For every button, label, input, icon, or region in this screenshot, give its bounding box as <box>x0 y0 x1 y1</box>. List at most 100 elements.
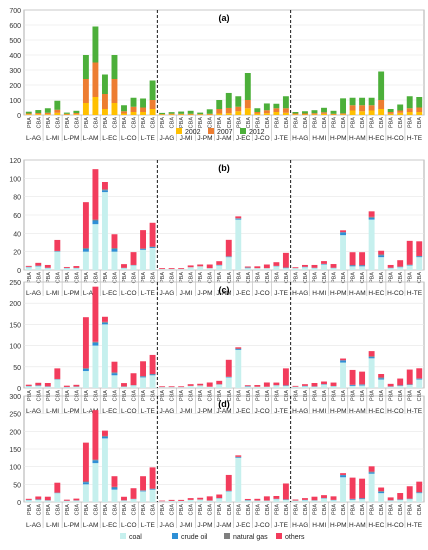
bar-segment <box>149 109 156 115</box>
bar-segment <box>349 499 356 500</box>
group-label: L-EC <box>102 408 117 415</box>
bar-segment <box>140 476 146 491</box>
bar-label: CBA <box>112 504 118 516</box>
bar-label: CBA <box>246 504 252 516</box>
legend-label: natural gas <box>233 534 268 541</box>
group-label: J-MI <box>180 290 193 297</box>
bar-segment <box>387 497 394 501</box>
bar-segment <box>111 489 118 502</box>
bar-segment <box>387 386 394 388</box>
bar-segment <box>178 387 185 388</box>
bar-segment <box>92 410 99 460</box>
y-tick-label: 0 <box>17 500 21 507</box>
bar-segment <box>235 457 242 502</box>
y-tick-label: 700 <box>9 8 21 15</box>
bar-label: CBA <box>379 272 385 284</box>
bar-label: CBA <box>112 117 118 129</box>
bar-label: PBA <box>27 390 33 401</box>
bar-label: PBA <box>370 272 376 283</box>
legend-label: coal <box>129 534 142 541</box>
bar-segment <box>149 375 156 388</box>
bar-label: CBA <box>132 390 138 402</box>
bar-label: PBA <box>84 504 90 515</box>
bar-segment <box>273 266 280 270</box>
bar-segment <box>82 103 89 115</box>
bar-label: PBA <box>370 390 376 401</box>
bar-segment <box>102 324 108 388</box>
bar-segment <box>197 497 204 500</box>
group-label: J-CO <box>255 522 270 529</box>
bar-segment <box>149 467 156 489</box>
bar-label: CBA <box>265 504 271 516</box>
bar-segment <box>197 383 204 386</box>
bar-segment <box>235 349 242 388</box>
bar-segment <box>406 385 413 388</box>
bar-segment <box>73 500 80 502</box>
bar-segment <box>349 97 356 106</box>
bar-segment <box>44 500 51 502</box>
bar-segment <box>311 110 318 114</box>
y-tick-label: 40 <box>13 231 21 238</box>
bar-segment <box>140 376 146 378</box>
bar-label: CBA <box>151 504 157 516</box>
bar-segment <box>178 269 185 270</box>
bar-segment <box>330 110 337 114</box>
bar-segment <box>302 384 308 386</box>
bar-label: PBA <box>27 272 33 283</box>
panel-title: (a) <box>219 13 230 23</box>
bar-segment <box>340 230 346 233</box>
bar-segment <box>368 472 375 474</box>
bar-label: CBA <box>189 117 195 129</box>
bar-segment <box>92 220 99 225</box>
bar-segment <box>35 262 42 266</box>
bar-label: PBA <box>236 117 242 128</box>
bar-label: CBA <box>189 504 195 516</box>
bar-segment <box>416 368 423 379</box>
bar-segment <box>349 477 356 499</box>
y-tick-label: 300 <box>9 68 21 75</box>
bar-segment <box>111 248 118 252</box>
bar-segment <box>102 190 108 193</box>
bar-segment <box>82 481 89 483</box>
group-label: J-AG <box>159 408 174 415</box>
bar-segment <box>254 268 261 270</box>
bar-label: CBA <box>265 117 271 129</box>
panel-title: (b) <box>218 163 230 173</box>
bar-segment <box>111 234 118 248</box>
group-label: J-CO <box>255 408 270 415</box>
bar-label: PBA <box>351 390 357 401</box>
group-label: L-MI <box>46 522 59 529</box>
bar-segment <box>244 73 251 100</box>
bar-segment <box>216 498 223 502</box>
y-tick-label: 600 <box>9 23 21 30</box>
bar-segment <box>359 252 366 266</box>
bar-segment <box>263 500 270 502</box>
bar-label: PBA <box>370 504 376 515</box>
legend-swatch <box>176 128 182 134</box>
bar-segment <box>254 500 261 502</box>
group-label: L-TE <box>141 522 156 529</box>
y-tick-label: 250 <box>9 280 21 287</box>
bar-segment <box>378 379 385 388</box>
bar-segment <box>397 110 404 113</box>
bar-label: CBA <box>284 390 290 402</box>
bar-segment <box>340 473 346 475</box>
bar-segment <box>130 385 137 388</box>
bar-label: PBA <box>293 504 299 515</box>
bar-segment <box>111 248 118 249</box>
bar-label: CBA <box>74 272 80 284</box>
bar-label: CBA <box>246 390 252 402</box>
bar-label: PBA <box>122 504 128 515</box>
bar-segment <box>73 113 80 115</box>
bar-segment <box>54 368 61 379</box>
bar-segment <box>378 374 385 378</box>
bar-segment <box>44 496 51 501</box>
bar-label: PBA <box>103 272 109 283</box>
bar-segment <box>35 266 42 270</box>
bar-segment <box>149 374 156 376</box>
bar-segment <box>140 112 146 115</box>
group-label: L-AM <box>83 290 99 297</box>
bar-segment <box>340 113 346 115</box>
bar-segment <box>368 471 375 473</box>
bar-label: PBA <box>351 272 357 283</box>
